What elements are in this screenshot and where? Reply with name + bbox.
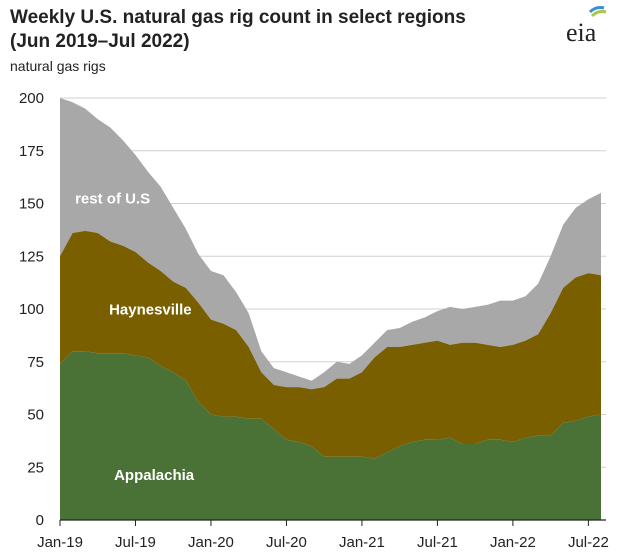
series-label-rest-of-us: rest of U.S xyxy=(75,191,150,208)
x-tick-label: Jul-21 xyxy=(417,534,458,551)
y-tick-label: 175 xyxy=(19,143,44,160)
area-appalachia xyxy=(60,351,601,520)
chart-title-line1: Weekly U.S. natural gas rig count in sel… xyxy=(10,7,466,28)
x-tick-label: Jan-20 xyxy=(188,534,234,551)
x-tick-label: Jan-22 xyxy=(490,534,536,551)
y-axis-units-label: natural gas rigs xyxy=(10,58,106,74)
series-label-appalachia: Appalachia xyxy=(114,467,195,484)
area-rest-of-us xyxy=(60,98,601,390)
x-tick-label: Jan-19 xyxy=(37,534,83,551)
y-tick-label: 200 xyxy=(19,90,44,107)
x-tick-label: Jul-20 xyxy=(266,534,307,551)
y-tick-label: 0 xyxy=(36,512,44,529)
y-tick-label: 100 xyxy=(19,301,44,318)
eia-logo: eia xyxy=(564,4,612,47)
y-tick-label: 75 xyxy=(27,354,44,371)
y-tick-label: 125 xyxy=(19,248,44,265)
series-labels: rest of U.S Haynesville Appalachia xyxy=(75,191,195,484)
y-tick-label: 25 xyxy=(27,459,44,476)
x-tick-label: Jul-22 xyxy=(568,534,609,551)
chart-title-line2: (Jun 2019–Jul 2022) xyxy=(10,31,190,52)
y-tick-label: 150 xyxy=(19,196,44,213)
y-tick-label: 50 xyxy=(27,407,44,424)
series-areas xyxy=(60,98,601,520)
eia-logo-arcs xyxy=(588,6,607,18)
area-haynesville xyxy=(60,230,601,459)
series-label-haynesville: Haynesville xyxy=(109,301,192,318)
x-tick-label: Jan-21 xyxy=(339,534,385,551)
x-tick-label: Jul-19 xyxy=(115,534,156,551)
eia-logo-text: eia xyxy=(566,18,597,47)
chart-title: Weekly U.S. natural gas rig count in sel… xyxy=(10,6,530,54)
axes: Jan-19 Jul-19 Jan-20 Jul-20 Jan-21 Jul-21 Jan-… xyxy=(37,519,609,551)
